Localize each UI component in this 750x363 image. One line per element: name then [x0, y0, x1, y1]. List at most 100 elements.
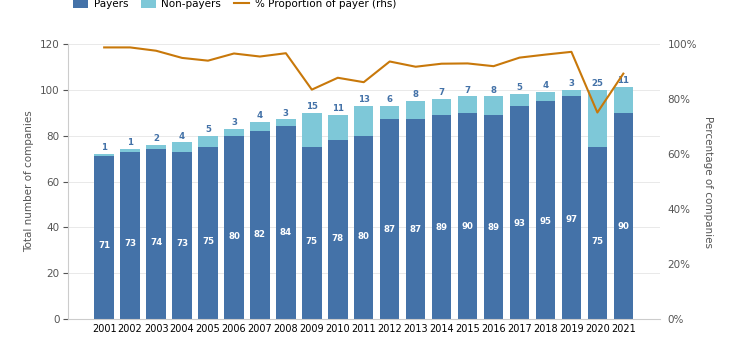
- Text: 3: 3: [283, 109, 289, 118]
- Text: 1: 1: [127, 138, 133, 147]
- % Proportion of payer (rhs): [100, 45, 109, 50]
- % Proportion of payer (rhs): [333, 76, 342, 80]
- Bar: [588, 147, 607, 319]
- % Proportion of payer (rhs): [489, 64, 498, 68]
- Bar: [536, 92, 555, 101]
- Bar: [94, 154, 114, 156]
- Bar: [406, 101, 425, 119]
- Bar: [121, 149, 140, 152]
- Bar: [380, 106, 400, 119]
- % Proportion of payer (rhs): [178, 56, 187, 60]
- Bar: [172, 142, 192, 152]
- Text: 3: 3: [231, 118, 237, 127]
- Bar: [432, 99, 451, 115]
- Text: 74: 74: [150, 238, 162, 247]
- Text: 7: 7: [439, 88, 445, 97]
- Text: 80: 80: [228, 232, 240, 241]
- Bar: [614, 87, 633, 113]
- % Proportion of payer (rhs): [359, 80, 368, 84]
- Text: 75: 75: [202, 237, 214, 246]
- Text: 1: 1: [101, 143, 107, 152]
- Text: 8: 8: [490, 86, 496, 95]
- Bar: [510, 94, 530, 106]
- Bar: [276, 126, 296, 319]
- Bar: [198, 147, 217, 319]
- Text: 5: 5: [205, 125, 211, 134]
- Bar: [406, 119, 425, 319]
- Line: % Proportion of payer (rhs): % Proportion of payer (rhs): [104, 48, 623, 113]
- Text: 89: 89: [488, 223, 500, 232]
- % Proportion of payer (rhs): [281, 51, 290, 56]
- Bar: [484, 97, 503, 115]
- Text: 8: 8: [413, 90, 419, 99]
- Bar: [562, 90, 581, 97]
- Text: 87: 87: [410, 225, 422, 234]
- Bar: [380, 119, 400, 319]
- Text: 5: 5: [517, 83, 523, 92]
- Text: 15: 15: [306, 102, 318, 111]
- % Proportion of payer (rhs): [463, 61, 472, 66]
- Text: 7: 7: [464, 86, 471, 95]
- Bar: [224, 129, 244, 135]
- % Proportion of payer (rhs): [152, 49, 160, 53]
- Text: 25: 25: [592, 79, 603, 88]
- Bar: [354, 106, 374, 135]
- Text: 90: 90: [617, 222, 629, 231]
- Text: 90: 90: [462, 222, 473, 231]
- Bar: [354, 135, 374, 319]
- Bar: [458, 113, 477, 319]
- % Proportion of payer (rhs): [125, 45, 134, 50]
- Text: 75: 75: [306, 237, 318, 246]
- Bar: [251, 131, 270, 319]
- Text: 73: 73: [124, 240, 136, 248]
- Bar: [588, 90, 607, 147]
- Bar: [251, 122, 270, 131]
- Text: 11: 11: [332, 104, 344, 113]
- Text: 4: 4: [179, 131, 185, 140]
- Y-axis label: Total number of companies: Total number of companies: [25, 111, 34, 252]
- Text: 73: 73: [176, 240, 188, 248]
- % Proportion of payer (rhs): [308, 87, 316, 92]
- Bar: [536, 101, 555, 319]
- % Proportion of payer (rhs): [593, 110, 602, 115]
- Text: 6: 6: [387, 95, 393, 104]
- Text: 71: 71: [98, 241, 110, 250]
- Text: 84: 84: [280, 228, 292, 237]
- % Proportion of payer (rhs): [230, 51, 238, 56]
- Text: 75: 75: [592, 237, 604, 246]
- Bar: [432, 115, 451, 319]
- Bar: [458, 97, 477, 113]
- Bar: [484, 115, 503, 319]
- Text: 2: 2: [153, 134, 159, 143]
- % Proportion of payer (rhs): [437, 61, 446, 66]
- Legend: Payers, Non-payers, % Proportion of payer (rhs): Payers, Non-payers, % Proportion of paye…: [73, 0, 396, 9]
- Bar: [172, 152, 192, 319]
- Bar: [510, 106, 530, 319]
- % Proportion of payer (rhs): [256, 54, 265, 59]
- Bar: [614, 113, 633, 319]
- Text: 13: 13: [358, 95, 370, 104]
- Bar: [562, 97, 581, 319]
- Text: 87: 87: [384, 225, 396, 234]
- Text: 11: 11: [617, 76, 629, 85]
- % Proportion of payer (rhs): [386, 59, 394, 64]
- Bar: [146, 149, 166, 319]
- Text: 97: 97: [566, 215, 578, 224]
- % Proportion of payer (rhs): [541, 52, 550, 57]
- Text: 3: 3: [568, 79, 574, 88]
- % Proportion of payer (rhs): [619, 72, 628, 76]
- % Proportion of payer (rhs): [567, 50, 576, 54]
- Bar: [121, 152, 140, 319]
- Text: 93: 93: [514, 219, 526, 228]
- Text: 4: 4: [542, 81, 548, 90]
- % Proportion of payer (rhs): [203, 58, 212, 63]
- Text: 82: 82: [254, 230, 266, 239]
- Text: 78: 78: [332, 234, 344, 243]
- Text: 89: 89: [436, 223, 448, 232]
- Bar: [302, 147, 322, 319]
- Text: 4: 4: [256, 111, 263, 120]
- % Proportion of payer (rhs): [515, 56, 524, 60]
- Y-axis label: Percentage of companies: Percentage of companies: [703, 115, 712, 248]
- Text: 95: 95: [539, 217, 551, 226]
- Bar: [276, 119, 296, 126]
